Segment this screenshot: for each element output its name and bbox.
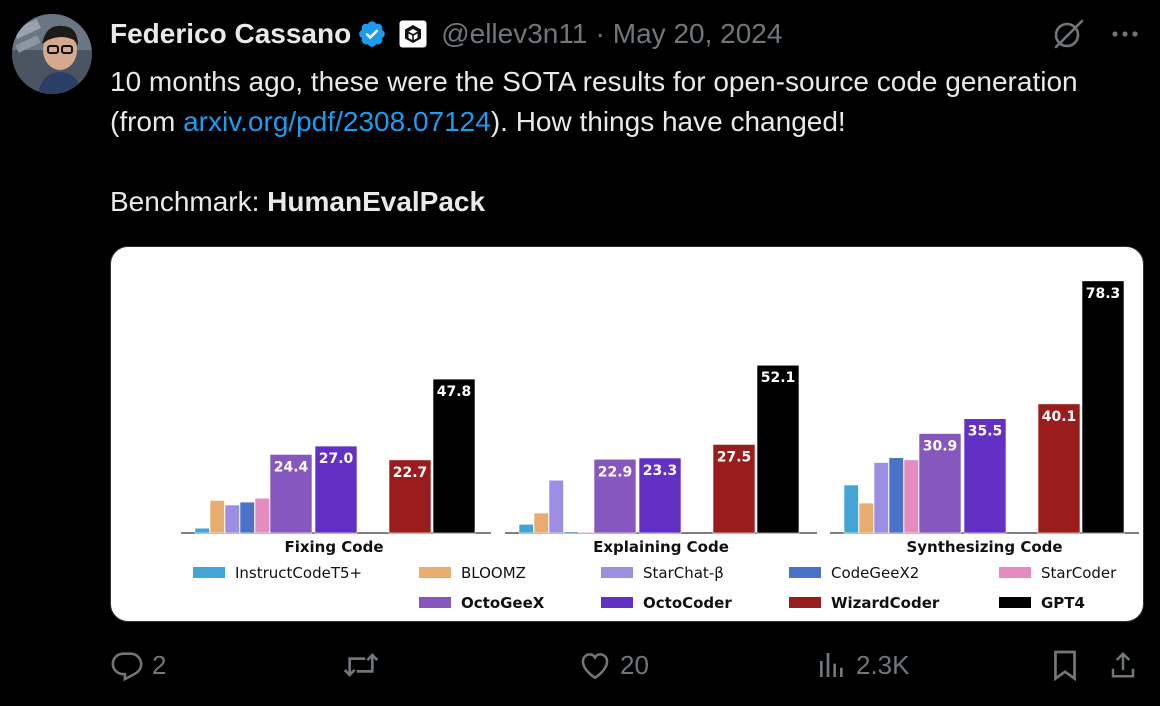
bar-octocoder — [314, 445, 358, 534]
data-label: 30.9 — [923, 439, 958, 455]
legend-swatch — [193, 567, 225, 578]
bar-octogeex — [269, 454, 313, 534]
bar-wizardcoder — [1037, 403, 1081, 534]
affiliation-badge-icon[interactable] — [399, 20, 427, 48]
tweet-paragraph: 10 months ago, these were the SOTA resul… — [110, 62, 1130, 142]
view-count: 2.3K — [856, 649, 910, 680]
legend-entry: StarCoder — [1041, 564, 1117, 582]
bar-octogeex — [918, 433, 962, 534]
legend-entry: StarChat-β — [643, 564, 724, 582]
reply-count: 2 — [152, 649, 167, 680]
data-label: 22.7 — [393, 465, 428, 481]
legend-swatch — [601, 567, 633, 578]
data-label: 78.3 — [1086, 286, 1121, 302]
action-bar: 2 20 2.3K — [110, 648, 1150, 688]
author-name[interactable]: Federico Cassano — [110, 18, 352, 49]
bar-starcoder — [578, 531, 594, 534]
legend-entry: BLOOMZ — [461, 564, 526, 582]
data-label: 24.4 — [274, 459, 309, 475]
data-label: 47.8 — [437, 384, 472, 400]
avatar-image — [12, 14, 92, 94]
legend-entry: OctoGeeX — [461, 594, 545, 612]
data-label: 52.1 — [761, 370, 796, 386]
data-label: 27.5 — [717, 449, 752, 465]
legend-swatch — [999, 597, 1031, 608]
tweet-date[interactable]: May 20, 2024 — [612, 18, 783, 49]
legend-entry: InstructCodeT5+ — [235, 564, 362, 582]
views-button[interactable]: 2.3K — [816, 648, 910, 682]
bar-starchat- — [873, 462, 889, 534]
bar-bloomz — [209, 500, 225, 534]
tweet-media-image[interactable]: 24.4 27.0 22.7 47.8 Fixing Code 22.9 23.3 27.5 5… — [110, 246, 1144, 622]
bar-starchat- — [548, 479, 564, 534]
bar-octocoder — [963, 418, 1007, 534]
data-label: 35.5 — [968, 424, 1003, 440]
author-avatar[interactable] — [12, 14, 92, 94]
bar-instructcodet5- — [518, 524, 534, 534]
legend-swatch — [789, 567, 821, 578]
benchmark-name: HumanEvalPack — [267, 186, 486, 217]
bar-wizardcoder — [388, 459, 432, 534]
legend-entry: GPT4 — [1041, 594, 1085, 612]
bar-octocoder — [638, 457, 682, 534]
reply-button[interactable]: 2 — [110, 648, 166, 682]
data-label: 22.9 — [598, 464, 633, 480]
data-label: 27.0 — [319, 451, 354, 467]
legend-swatch — [999, 567, 1031, 578]
legend-swatch — [789, 597, 821, 608]
category-label: Fixing Code — [284, 538, 383, 556]
benchmark-chart: 24.4 27.0 22.7 47.8 Fixing Code 22.9 23.3 27.5 5… — [181, 280, 1139, 612]
like-count: 20 — [620, 649, 649, 680]
bar-gpt4 — [432, 378, 476, 534]
category-label: Synthesizing Code — [906, 538, 1062, 556]
bookmark-icon — [1050, 648, 1080, 682]
bar-codegeex2 — [563, 531, 579, 534]
legend-entry: WizardCoder — [831, 594, 940, 612]
like-button[interactable]: 20 — [578, 648, 649, 682]
bar-starcoder — [254, 497, 270, 534]
author-handle[interactable]: @ellev3n11 — [441, 18, 588, 49]
legend-entry: CodeGeeX2 — [831, 564, 919, 582]
repost-icon — [342, 648, 380, 682]
bar-codegeex2 — [239, 501, 255, 534]
bar-instructcodet5- — [843, 484, 859, 534]
bar-wizardcoder — [712, 444, 756, 534]
data-label: 40.1 — [1042, 409, 1077, 425]
benchmark-line: Benchmark: HumanEvalPack — [110, 182, 1130, 222]
grok-icon[interactable] — [1050, 16, 1086, 57]
bar-gpt4 — [756, 364, 800, 534]
tweet-header: Federico Cassano @ellev3n11 · May 20, 20… — [110, 16, 782, 52]
repost-button[interactable] — [342, 648, 388, 682]
tweet-text: 10 months ago, these were the SOTA resul… — [110, 62, 1130, 222]
legend-swatch — [601, 597, 633, 608]
verified-badge-icon — [357, 19, 387, 49]
bar-octogeex — [593, 458, 637, 534]
bar-bloomz — [858, 502, 874, 534]
heart-icon — [578, 648, 612, 682]
share-button[interactable] — [1108, 648, 1138, 682]
benchmark-prefix: Benchmark: — [110, 186, 268, 217]
bar-starcoder — [903, 459, 919, 534]
bookmark-button[interactable] — [1050, 648, 1080, 682]
bar-gpt4 — [1081, 280, 1125, 534]
more-icon[interactable] — [1110, 19, 1140, 54]
bar-instructcodet5- — [194, 527, 210, 534]
separator-dot: · — [595, 18, 605, 49]
data-label: 23.3 — [643, 463, 678, 479]
category-label: Explaining Code — [593, 538, 729, 556]
legend-swatch — [419, 597, 451, 608]
bar-starchat- — [224, 504, 240, 534]
legend-entry: OctoCoder — [643, 594, 732, 612]
legend-swatch — [419, 567, 451, 578]
paper-link[interactable]: arxiv.org/pdf/2308.07124 — [183, 106, 491, 137]
tweet-text-part: ). How things have changed! — [490, 106, 846, 137]
header-actions — [1050, 16, 1140, 57]
bar-bloomz — [533, 512, 549, 534]
views-icon — [816, 648, 848, 682]
bar-codegeex2 — [888, 457, 904, 534]
reply-icon — [110, 648, 144, 682]
share-icon — [1108, 648, 1138, 682]
tweet-text-part: 10 months ago, these were the SOTA resul… — [110, 66, 1078, 137]
